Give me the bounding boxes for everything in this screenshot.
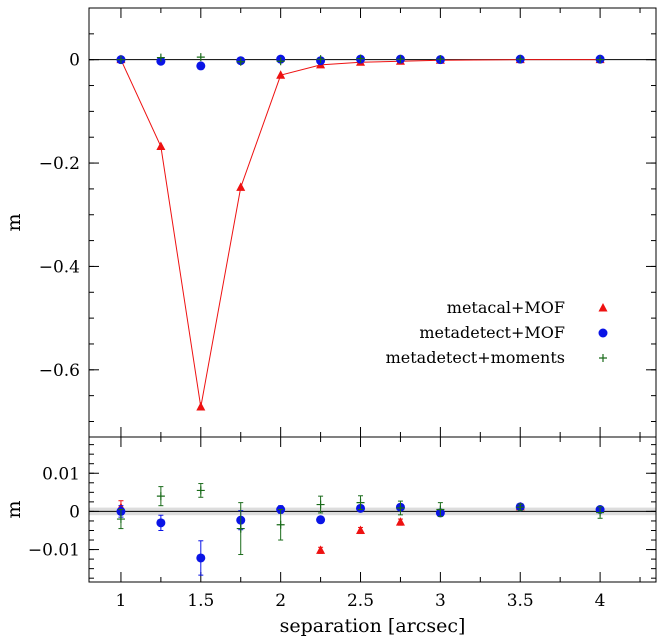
data-point xyxy=(196,53,205,62)
legend-marker xyxy=(598,328,608,338)
data-point xyxy=(156,518,166,528)
legend-marker xyxy=(599,354,607,362)
data-point xyxy=(196,402,206,411)
data-point xyxy=(516,55,525,64)
legend-label: metacal+MOF xyxy=(447,298,565,317)
data-point xyxy=(316,515,326,525)
panel-bottom: 0.01 0 −0.01 m xyxy=(3,436,657,583)
data-point xyxy=(356,525,366,534)
data-point xyxy=(596,55,605,64)
y-tick-label: 0.01 xyxy=(42,464,80,484)
data-point xyxy=(316,55,325,64)
data-point xyxy=(596,508,605,517)
data-point xyxy=(196,553,206,563)
data-point xyxy=(156,492,165,501)
data-point xyxy=(196,486,205,495)
legend-label: metadetect+MOF xyxy=(419,323,565,342)
y-tick-label: −0.2 xyxy=(39,154,80,174)
points-plus xyxy=(116,483,605,556)
y-tick-label: 0 xyxy=(69,51,80,71)
data-point xyxy=(156,53,165,62)
data-point xyxy=(276,70,286,79)
x-tick-label: 2 xyxy=(275,591,286,611)
data-point xyxy=(276,520,285,529)
data-point xyxy=(236,524,245,533)
legend: metacal+MOF metadetect+MOF metadetect+mome… xyxy=(386,298,608,367)
data-point xyxy=(396,503,405,512)
data-point xyxy=(396,55,405,64)
x-tick-label: 3 xyxy=(435,591,446,611)
y-tick-label: −0.01 xyxy=(28,541,80,561)
x-tick-label: 3.5 xyxy=(507,591,534,611)
data-point xyxy=(436,55,445,64)
x-tick-label: 1.5 xyxy=(187,591,214,611)
legend-label: metadetect+moments xyxy=(386,348,565,367)
data-point xyxy=(316,545,326,554)
legend-marker xyxy=(598,303,608,312)
data-point xyxy=(236,182,246,191)
data-point xyxy=(395,517,405,526)
x-tick-label: 2.5 xyxy=(347,591,374,611)
y-tick-label: −0.6 xyxy=(39,361,80,381)
data-point xyxy=(316,500,325,509)
plot-frame xyxy=(88,436,657,583)
y-tick-label: −0.4 xyxy=(39,257,80,277)
data-point xyxy=(116,515,125,524)
y-tick-label: 0 xyxy=(69,502,80,522)
plot-frame xyxy=(88,7,657,438)
data-point xyxy=(276,57,285,66)
data-point xyxy=(356,498,365,507)
data-point xyxy=(436,505,445,514)
data-point xyxy=(516,503,525,512)
x-tick-label: 1 xyxy=(116,591,127,611)
data-point xyxy=(116,55,125,64)
data-point xyxy=(196,61,206,71)
y-axis-label: m xyxy=(3,213,25,231)
data-point xyxy=(156,141,166,151)
data-point xyxy=(356,54,365,63)
points-plus xyxy=(116,53,605,66)
x-axis-label: separation [arcsec] xyxy=(280,615,466,637)
x-tick-label: 4 xyxy=(595,591,606,611)
data-point xyxy=(236,57,245,66)
y-axis-label: m xyxy=(3,500,25,518)
panel-top: 0−0.2−0.4−0.6mmetacal+MOFmetadetect+MOFm… xyxy=(3,7,657,438)
